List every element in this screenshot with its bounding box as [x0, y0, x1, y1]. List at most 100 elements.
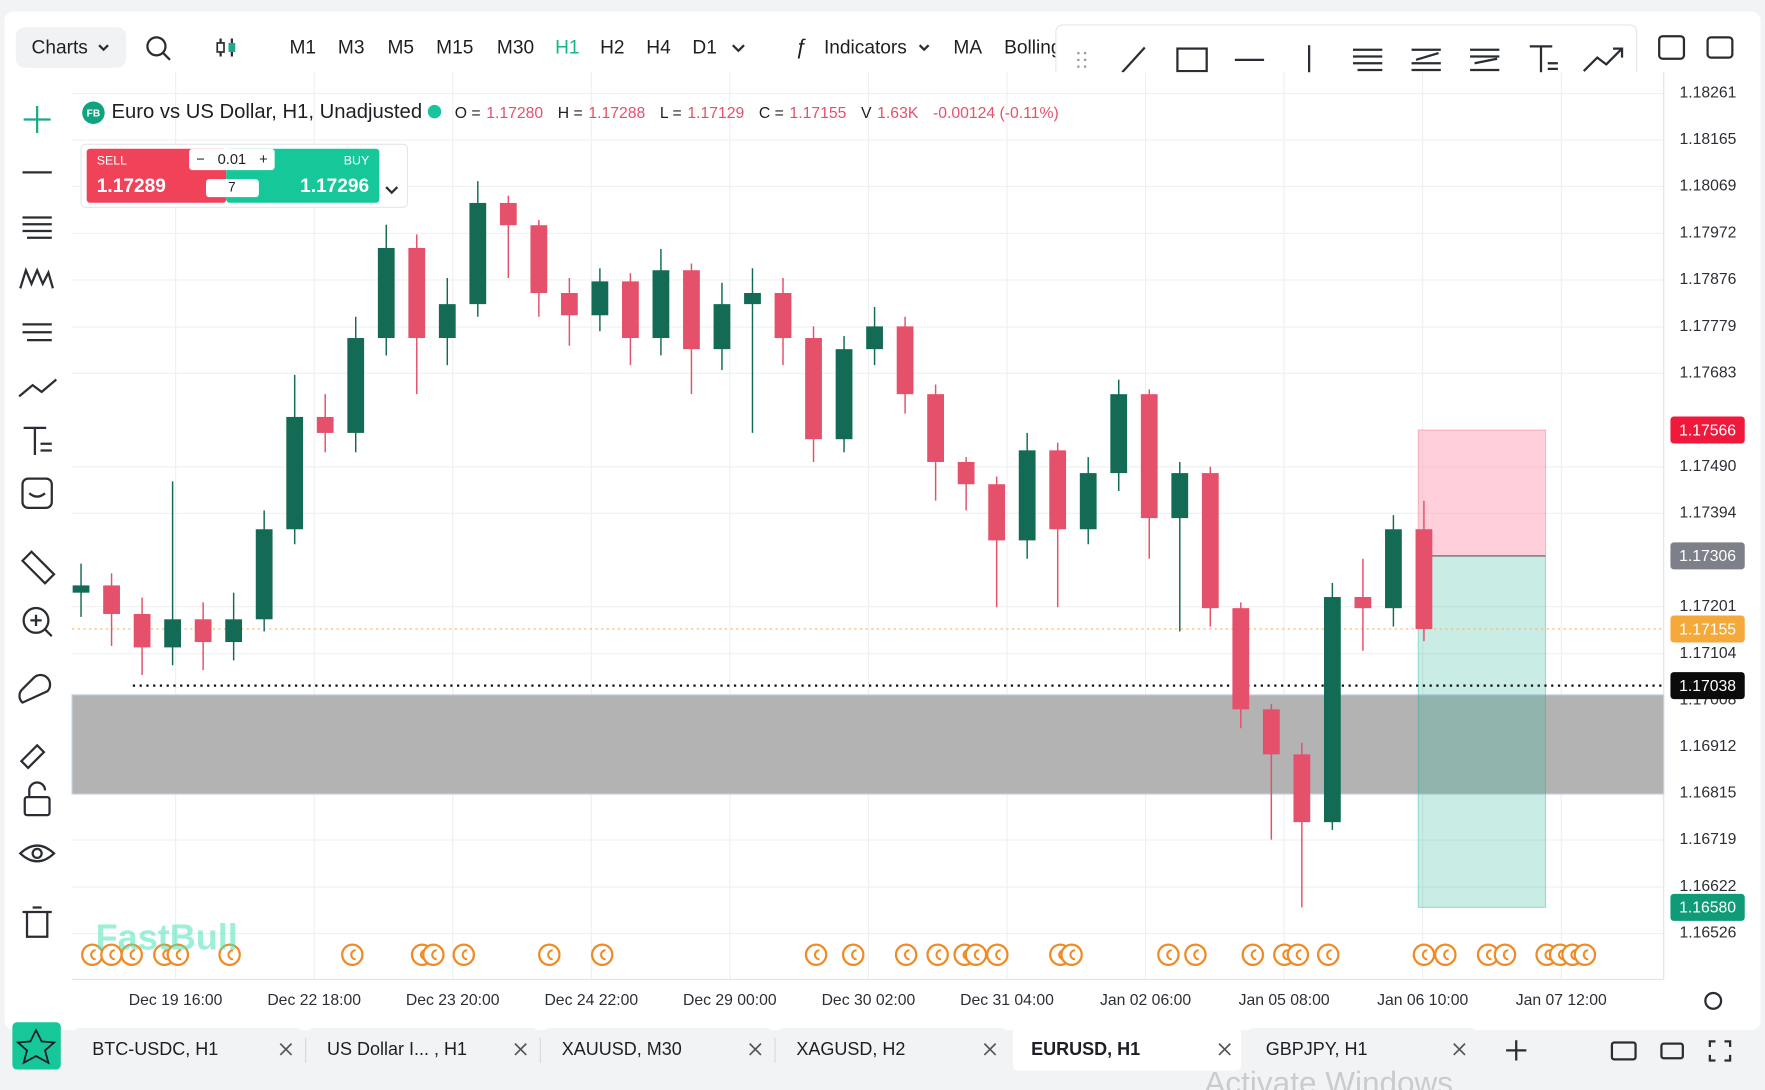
tab-close[interactable] — [983, 1043, 997, 1056]
text-tool[interactable] — [1529, 45, 1558, 74]
event-marker[interactable] — [926, 943, 949, 966]
timeframe-button[interactable]: M30 — [497, 38, 534, 59]
tab[interactable] — [1013, 1027, 1242, 1071]
event-marker-glyph — [1250, 949, 1257, 961]
visibility-tool[interactable] — [18, 844, 56, 863]
more-timeframes[interactable] — [731, 44, 745, 53]
tab[interactable] — [543, 1027, 772, 1071]
add-tab[interactable] — [1506, 1040, 1527, 1061]
rectangle-tool[interactable] — [1176, 47, 1208, 73]
timeframe-button[interactable]: D1 — [692, 38, 716, 59]
delete-tool[interactable] — [22, 906, 52, 938]
event-marker[interactable] — [452, 943, 476, 966]
event-marker[interactable] — [422, 943, 445, 966]
settings-icon[interactable] — [1704, 991, 1723, 1010]
ohlc-label: L = — [660, 105, 682, 122]
event-marker-glyph — [350, 949, 356, 961]
event-marker[interactable] — [1493, 943, 1517, 966]
zoom-tool[interactable] — [22, 606, 50, 634]
ruler-tool[interactable] — [20, 550, 56, 585]
tab-close[interactable] — [279, 1043, 293, 1056]
timeframe-button[interactable]: H4 — [646, 38, 671, 59]
event-marker[interactable] — [986, 943, 1009, 966]
candle-body — [1293, 754, 1311, 823]
fib-tool[interactable] — [22, 216, 52, 239]
event-marker[interactable] — [590, 943, 614, 966]
tab-close[interactable] — [1453, 1043, 1466, 1056]
tab-close[interactable] — [1218, 1043, 1231, 1056]
tab[interactable] — [1247, 1027, 1476, 1071]
candle-icon-body — [228, 42, 236, 52]
event-marker[interactable] — [1241, 943, 1265, 966]
trendline-tool[interactable] — [1121, 46, 1146, 73]
calendar-icon[interactable] — [1658, 35, 1686, 60]
pattern-tool[interactable] — [19, 267, 54, 289]
lot-plus[interactable]: + — [259, 152, 268, 168]
panel-expand[interactable] — [385, 186, 399, 195]
magnet-tool[interactable] — [18, 673, 52, 704]
event-marker[interactable] — [341, 943, 364, 966]
event-marker-glyph — [175, 949, 182, 961]
tab[interactable] — [74, 1027, 303, 1071]
event-marker-glyph — [1326, 949, 1332, 961]
search-icon[interactable] — [146, 36, 167, 57]
channel-tool[interactable] — [1411, 48, 1441, 72]
event-marker[interactable] — [1184, 943, 1207, 966]
tab[interactable] — [778, 1027, 1007, 1071]
event-marker[interactable] — [166, 943, 190, 966]
tab-close[interactable] — [514, 1043, 527, 1056]
layout-icon[interactable] — [1610, 1041, 1637, 1061]
text-tool[interactable] — [23, 426, 52, 455]
ma-button[interactable]: MA — [953, 38, 982, 59]
crosshair-tool[interactable] — [23, 106, 51, 134]
candle-body — [1018, 450, 1036, 541]
gann-tool[interactable] — [22, 323, 52, 342]
lot-input[interactable] — [189, 148, 275, 171]
tab[interactable] — [308, 1027, 537, 1071]
prediction-tool[interactable] — [18, 378, 58, 398]
indicators-button[interactable]: Indicators — [824, 38, 907, 59]
event-marker[interactable] — [1157, 943, 1180, 966]
event-marker-glyph — [973, 949, 980, 961]
fib-tool[interactable] — [1353, 48, 1383, 72]
fullscreen-icon[interactable] — [1708, 1040, 1732, 1062]
event-marker[interactable] — [218, 943, 241, 966]
timeframe-button[interactable]: H1 — [555, 38, 579, 59]
lot-minus[interactable]: − — [196, 152, 205, 168]
timeframe-button[interactable]: H2 — [600, 38, 624, 59]
timeframe-button[interactable]: M15 — [436, 38, 473, 59]
charts-button[interactable] — [15, 27, 127, 68]
panel-icon[interactable] — [1706, 36, 1734, 59]
pitchfork-tool[interactable] — [1470, 48, 1500, 72]
bollinger-button[interactable]: Bolling — [1004, 38, 1061, 59]
candle-body — [225, 619, 243, 643]
timeframe-button[interactable]: M5 — [387, 38, 414, 59]
event-marker[interactable] — [1434, 943, 1457, 966]
event-marker[interactable] — [964, 943, 988, 966]
event-marker[interactable] — [894, 943, 918, 966]
event-marker[interactable] — [1060, 943, 1083, 966]
window-icon[interactable] — [1660, 1042, 1684, 1060]
lock-shackle — [28, 781, 47, 798]
candle-body — [774, 292, 792, 339]
path-tool[interactable] — [1582, 47, 1624, 72]
event-marker[interactable] — [1573, 943, 1597, 966]
tab-close[interactable] — [749, 1043, 762, 1056]
event-marker[interactable] — [538, 943, 561, 966]
candle-body — [591, 281, 609, 316]
event-marker[interactable] — [841, 943, 865, 966]
watermark: FastBull — [96, 917, 238, 958]
emoji-smile — [28, 492, 46, 498]
price-badge — [1670, 416, 1745, 444]
event-marker[interactable] — [120, 943, 143, 966]
timeframe-button[interactable]: M3 — [338, 38, 365, 59]
lock-tool[interactable] — [23, 796, 51, 817]
y-tick-label: 1.17490 — [1679, 458, 1736, 475]
timeframe-button[interactable]: M1 — [290, 38, 317, 59]
event-marker[interactable] — [1316, 943, 1340, 966]
event-marker[interactable] — [1412, 943, 1436, 966]
event-marker[interactable] — [804, 943, 828, 966]
lock-draw-tool[interactable] — [19, 743, 46, 770]
emoji-tool[interactable] — [21, 477, 53, 509]
event-marker[interactable] — [1286, 943, 1310, 966]
